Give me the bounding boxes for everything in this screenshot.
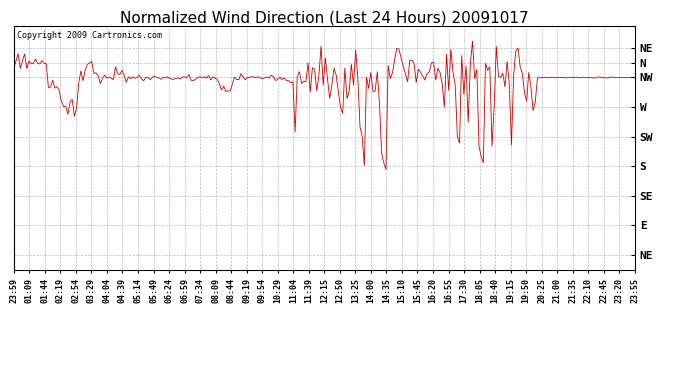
Title: Normalized Wind Direction (Last 24 Hours) 20091017: Normalized Wind Direction (Last 24 Hours…: [120, 10, 529, 25]
Text: Copyright 2009 Cartronics.com: Copyright 2009 Cartronics.com: [17, 31, 162, 40]
